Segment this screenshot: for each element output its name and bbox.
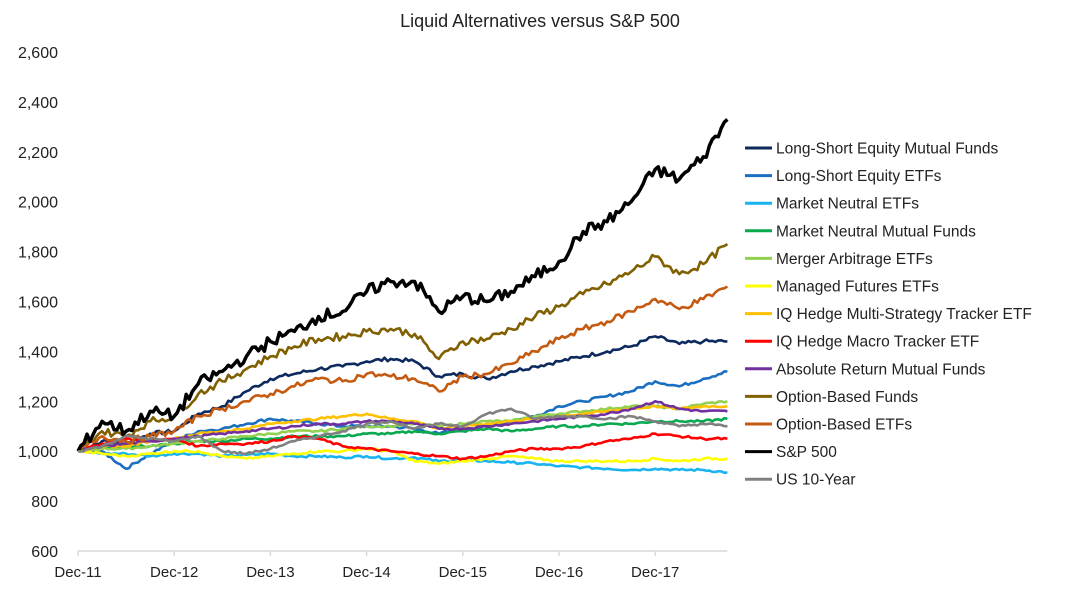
legend-item: S&P 500: [745, 444, 837, 461]
legend-label: Market Neutral Mutual Funds: [776, 223, 976, 240]
y-tick-label: 1,600: [18, 295, 58, 312]
legend-label: Merger Arbitrage ETFs: [776, 251, 933, 268]
x-tick-label: Dec-15: [439, 564, 487, 581]
series-line: [76, 118, 729, 453]
x-tick-label: Dec-13: [246, 564, 294, 581]
y-axis: 600 800 1,000 1,200 1,400 1,600 1,800 2,000 2,20…: [18, 45, 58, 561]
y-tick-label: 800: [31, 494, 58, 511]
series-line: [77, 432, 728, 461]
y-tick-label: 1,200: [18, 394, 58, 411]
series-line: [77, 335, 728, 453]
legend-label: Market Neutral ETFs: [776, 196, 919, 213]
y-tick-label: 2,000: [18, 195, 58, 212]
legend-item: Option-Based ETFs: [745, 417, 912, 434]
legend-item: US 10-Year: [745, 472, 856, 489]
y-tick-label: 2,600: [18, 45, 58, 62]
legend-label: IQ Hedge Multi-Strategy Tracker ETF: [776, 306, 1032, 323]
legend-item: Managed Futures ETFs: [745, 279, 939, 296]
y-tick-label: 1,800: [18, 245, 58, 262]
x-tick-label: Dec-12: [150, 564, 198, 581]
series-line: [77, 242, 729, 453]
legend-item: Long-Short Equity ETFs: [745, 168, 942, 185]
chart-title: Liquid Alternatives versus S&P 500: [400, 11, 680, 31]
series-line: [77, 407, 728, 456]
x-tick-label: Dec-16: [535, 564, 583, 581]
legend-label: Option-Based ETFs: [776, 417, 912, 434]
legend-label: Option-Based Funds: [776, 389, 918, 406]
y-tick-label: 2,200: [18, 145, 58, 162]
x-axis: Dec-11 Dec-12 Dec-13 Dec-14 Dec-15 Dec-16 Dec-…: [54, 550, 728, 581]
y-tick-label: 1,400: [18, 344, 58, 361]
legend-item: Absolute Return Mutual Funds: [745, 361, 986, 378]
x-tick-label: Dec-11: [54, 564, 101, 581]
legend-item: IQ Hedge Macro Tracker ETF: [745, 334, 979, 351]
legend-label: Long-Short Equity ETFs: [776, 168, 942, 185]
series-line: [77, 370, 728, 471]
legend-label: Long-Short Equity Mutual Funds: [776, 141, 999, 158]
legend-item: Option-Based Funds: [745, 389, 918, 406]
y-tick-label: 2,400: [18, 95, 58, 112]
legend-item: IQ Hedge Multi-Strategy Tracker ETF: [745, 306, 1032, 323]
legend-label: Managed Futures ETFs: [776, 279, 939, 296]
legend: Long-Short Equity Mutual Funds Long-Short…: [745, 141, 1032, 489]
legend-label: IQ Hedge Macro Tracker ETF: [776, 334, 979, 351]
legend-label: Absolute Return Mutual Funds: [776, 361, 986, 378]
legend-item: Market Neutral ETFs: [745, 196, 919, 213]
series-line: [77, 449, 728, 475]
series-lines: [76, 118, 729, 475]
legend-label: S&P 500: [776, 444, 837, 461]
legend-item: Merger Arbitrage ETFs: [745, 251, 933, 268]
series-line: [77, 447, 728, 466]
legend-item: Long-Short Equity Mutual Funds: [745, 141, 999, 158]
y-tick-label: 600: [31, 544, 58, 561]
legend-label: US 10-Year: [776, 472, 856, 489]
series-line: [76, 285, 729, 452]
y-tick-label: 1,000: [18, 444, 58, 461]
x-tick-label: Dec-14: [342, 564, 390, 581]
x-tick-label: Dec-17: [631, 564, 679, 581]
legend-item: Market Neutral Mutual Funds: [745, 223, 976, 240]
